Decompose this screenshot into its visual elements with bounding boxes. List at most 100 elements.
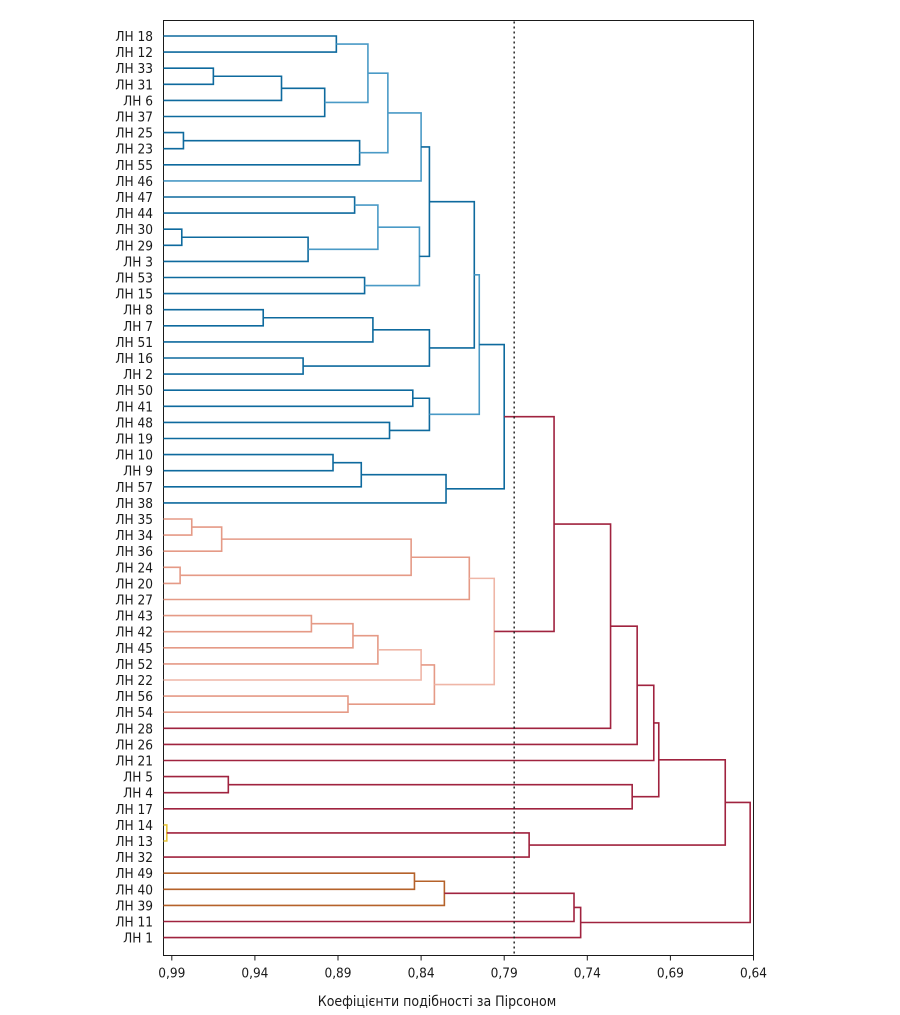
leaf-label: ЛН 34 [115,528,153,544]
leaf-label: ЛН 45 [115,641,153,657]
leaf-label: ЛН 22 [115,673,153,689]
dendrogram-link [347,664,436,705]
leaf-label: ЛН 3 [123,254,153,270]
dendrogram-link [163,276,366,295]
leaf-label: ЛН 49 [115,866,153,882]
dendrogram-link [429,200,476,349]
leaf-label: ЛН 33 [115,61,153,77]
dendrogram-link [163,566,181,585]
leaf-label: ЛН 8 [123,303,153,319]
dendrogram-link [163,892,575,923]
x-tick-label: 0,79 [491,966,518,982]
leaf-label: ЛН 29 [115,238,153,254]
dendrogram-link [163,832,530,858]
leaf-label: ЛН 10 [115,448,153,464]
dendrogram-link [429,273,481,416]
leaf-label: ЛН 57 [115,480,153,496]
leaf-label: ЛН 1 [123,931,153,947]
leaf-label: ЛН 4 [123,786,153,802]
leaf-label: ЛН 51 [115,335,153,351]
leaf-label: ЛН 6 [123,93,153,109]
dendrogram-link [163,649,422,681]
dendrogram-link [163,473,447,504]
leaf-label: ЛН 43 [115,609,153,625]
leaf-label: ЛН 9 [123,464,153,480]
leaf-label: ЛН 30 [115,222,153,238]
dendrogram-link [364,226,421,287]
leaf-label: ЛН 38 [115,496,153,512]
leaf-label: ЛН 39 [115,898,153,914]
dendrogram-link [163,526,223,552]
dendrogram-link [163,783,633,810]
dendrogram-links [163,35,751,939]
dendrogram-link [163,622,354,649]
dendrogram-link [163,112,422,182]
dendrogram-link [163,872,416,891]
leaf-label: ЛН 23 [115,142,153,158]
dendrogram-link [163,880,446,907]
leaf-label: ЛН 18 [115,29,153,45]
x-tick-label: 0,69 [657,966,684,982]
dendrogram-link [163,196,356,214]
dendrogram-link [163,139,361,166]
leaf-label: ЛН 2 [123,367,153,383]
dendrogram-link [163,695,349,713]
dendrogram-link [163,461,363,488]
dendrogram-link [180,538,412,577]
leaf-label: ЛН 17 [115,802,153,818]
leaf-label: ЛН 28 [115,721,153,737]
dendrogram-link [163,523,612,730]
dendrogram-link [163,518,193,536]
leaf-label: ЛН 37 [115,110,153,126]
dendrogram-link [163,308,265,327]
leaf-label: ЛН 31 [115,77,153,93]
leaf-label: ЛН 32 [115,850,153,866]
dendrogram-link [163,67,215,86]
dendrogram-link [163,421,391,440]
x-axis-ticks: 0,99 0,94 0,89 0,84 0,79 0,74 0,69 0,64 [158,955,767,982]
leaf-label: ЛН 41 [115,399,153,415]
leaf-label: ЛН 13 [115,834,153,850]
leaf-label: ЛН 52 [115,657,153,673]
leaf-label: ЛН 21 [115,754,153,770]
leaf-label: ЛН 27 [115,593,153,609]
dendrogram-link [359,72,389,154]
dendrogram-link [163,389,414,408]
leaf-label: ЛН 24 [115,560,153,576]
dendrogram-link [163,35,338,53]
x-tick-label: 0,99 [158,966,185,982]
dendrogram-link [529,759,727,846]
leaf-label: ЛН 40 [115,882,153,898]
dendrogram-link [163,625,638,746]
x-axis-title: Коефіцієнти подібності за Пірсоном [318,994,556,1010]
dendrogram-link [163,316,374,343]
leaf-label: ЛН 15 [115,287,153,303]
dendrogram-link [163,75,283,102]
dendrogram-link [163,236,309,263]
leaf-label: ЛН 14 [115,818,153,834]
dendrogram-link [303,329,431,367]
dendrogram-link [163,614,313,633]
leaf-label: ЛН 19 [115,432,153,448]
dendrogram-link [163,87,326,118]
leaf-label: ЛН 16 [115,351,153,367]
dendrogram-link [163,131,185,150]
leaf-label: ЛН 36 [115,544,153,560]
leaf-label: ЛН 25 [115,126,153,142]
dendrogram-link [163,453,334,472]
leaf-label: ЛН 54 [115,705,153,721]
leaf-label: ЛН 46 [115,174,153,190]
x-tick-label: 0,94 [241,966,268,982]
x-tick-label: 0,74 [574,966,601,982]
leaf-label: ЛН 48 [115,415,153,431]
leaf-label: ЛН 55 [115,158,153,174]
leaf-label: ЛН 56 [115,689,153,705]
leaf-label: ЛН 5 [123,770,153,786]
dendrogram-link [419,146,431,258]
leaf-label: ЛН 35 [115,512,153,528]
plot-frame [163,20,754,956]
leaf-label: ЛН 7 [123,319,153,335]
leaf-label: ЛН 44 [115,206,153,222]
dendrogram-link [494,415,555,633]
